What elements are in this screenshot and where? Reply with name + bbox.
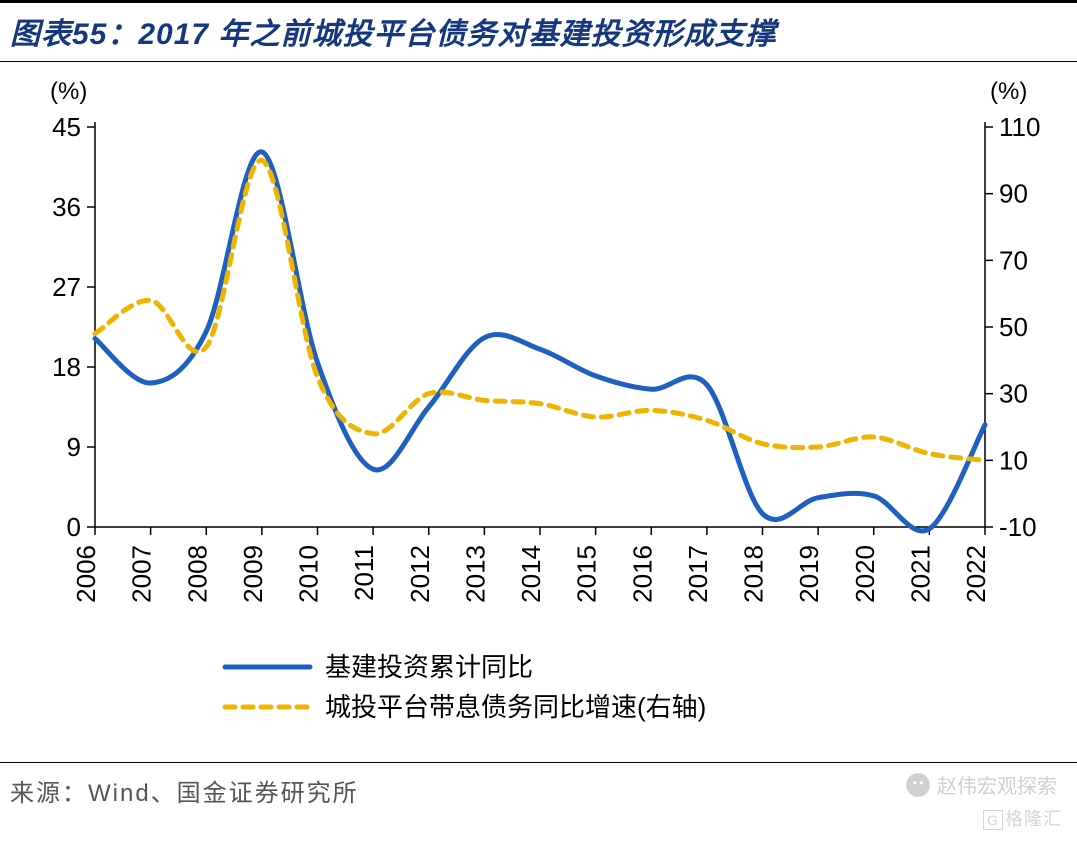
wechat-icon <box>905 772 931 798</box>
x-tick-label: 2012 <box>405 545 435 603</box>
x-tick-label: 2020 <box>850 545 880 603</box>
x-tick-label: 2022 <box>961 545 991 603</box>
y-left-tick-label: 18 <box>52 352 81 382</box>
x-tick-label: 2017 <box>683 545 713 603</box>
y-right-tick-label: 110 <box>999 112 1040 142</box>
x-tick-label: 2006 <box>71 545 101 603</box>
y-right-unit: (%) <box>990 78 1027 105</box>
x-tick-label: 2015 <box>572 545 602 603</box>
watermark-gelonghui: G格隆汇 <box>983 805 1062 831</box>
x-tick-label: 2019 <box>794 545 824 603</box>
x-tick-label: 2010 <box>294 545 324 603</box>
series-line-infra <box>95 152 985 531</box>
y-right-tick-label: 10 <box>999 445 1028 475</box>
legend-label-1: 基建投资累计同比 <box>325 652 533 682</box>
y-left-tick-label: 36 <box>52 192 81 222</box>
x-tick-label: 2008 <box>182 545 212 603</box>
x-tick-label: 2016 <box>627 545 657 603</box>
chart-plot-area: (%) (%) 0 9 18 27 36 45 -10 10 30 50 70 90 110 2006 2007… <box>0 62 1077 762</box>
y-right-tick-label: 70 <box>999 245 1028 275</box>
y-left-tick-label: 27 <box>52 272 81 302</box>
chart-svg: (%) (%) 0 9 18 27 36 45 -10 10 30 50 70 90 110 2006 2007… <box>0 62 1077 762</box>
x-tick-label: 2014 <box>516 545 546 603</box>
legend-label-2: 城投平台带息债务同比增速(右轴) <box>325 692 706 722</box>
y-right-tick-label: -10 <box>999 512 1037 542</box>
x-tick-label: 2018 <box>739 545 769 603</box>
x-tick-label: 2011 <box>349 545 379 601</box>
x-tick-label: 2013 <box>460 545 490 603</box>
y-right-tick-label: 50 <box>999 312 1028 342</box>
series-line-debt <box>95 160 985 460</box>
chart-title: 图表55：2017 年之前城投平台债务对基建投资形成支撑 <box>0 0 1077 62</box>
chart-container: 图表55：2017 年之前城投平台债务对基建投资形成支撑 (%) (%) 0 9 18 2… <box>0 0 1077 849</box>
x-tick-label: 2021 <box>905 545 935 603</box>
watermark-wechat: 赵伟宏观探索 <box>905 770 1057 799</box>
y-left-unit: (%) <box>50 78 87 105</box>
x-tick-label: 2007 <box>127 545 157 603</box>
y-left-tick-label: 45 <box>52 112 81 142</box>
x-tick-label: 2009 <box>238 545 268 603</box>
y-right-tick-label: 90 <box>999 179 1028 209</box>
watermark-text: 赵伟宏观探索 <box>937 770 1057 799</box>
y-left-tick-label: 9 <box>67 432 81 462</box>
y-left-tick-label: 0 <box>67 512 81 542</box>
y-right-tick-label: 30 <box>999 379 1028 409</box>
